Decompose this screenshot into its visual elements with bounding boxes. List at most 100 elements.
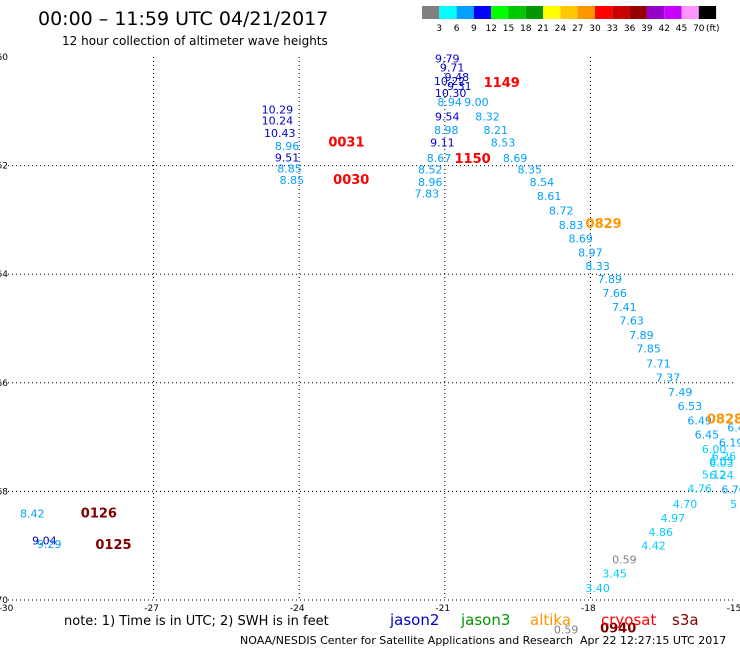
scale-swatch [577,6,595,19]
swh-value-label: 8.83 [559,219,584,232]
swh-value-label: 9.00 [464,96,489,109]
swh-value-label: 7.89 [598,273,623,286]
scale-swatch [664,6,682,19]
swh-value-label: 9.11 [430,137,455,150]
scale-tick-label: 30 [589,24,601,34]
swh-value-label: 9.51 [275,151,300,164]
y-tick-label: -66 [0,379,8,389]
swh-value-label: 5 [730,498,737,511]
scale-tick-label: 36 [624,24,636,34]
scale-swatch [525,6,544,19]
swh-value-label: 8.42 [20,507,45,520]
y-tick-label: -70 [0,596,8,606]
swh-value-label: 7.83 [415,188,440,201]
swh-value-label: 9.54 [435,111,460,124]
swh-value-label: 8.61 [537,190,562,203]
scale-swatch [491,6,509,19]
swh-value-label: 8.32 [475,111,500,124]
y-tick-label: -62 [0,162,8,172]
scale-swatch [560,6,578,19]
swh-value-label: 6.24 [709,469,734,482]
swh-value-label: 9.71 [440,62,465,75]
scale-swatch [595,6,613,19]
swh-value-label: 8.69 [503,152,528,165]
swh-value-label: 7.37 [656,372,681,385]
swh-value-label: 8.33 [585,260,610,273]
scale-tick-label: 12 [485,24,496,34]
swh-value-label: 4.76 [687,482,712,495]
swh-value-label: 4.86 [649,526,674,539]
swh-value-label: 7.63 [619,315,644,328]
swh-value-label: 10.22 [434,75,466,88]
scale-swatch [473,6,492,19]
swh-value-label: 4.70 [673,498,698,511]
swh-value-label: 8.53 [491,137,516,150]
x-tick-label: -18 [581,604,596,614]
time-label: 0125 [95,538,131,553]
scale-tick-label: 9 [471,24,477,34]
scale-tick-label: 42 [658,24,669,34]
swh-value-label: 8.98 [434,124,459,137]
swh-value-label: 9.79 [435,52,460,65]
scale-tick-label: 27 [572,24,583,34]
time-label: 0126 [81,506,117,521]
time-labels: 1149 1150 0031 0030 0829 0828 0126 0125 0940 [81,76,740,637]
swh-value-label: 7.66 [602,287,627,300]
satellite-legend-jason2: jason2 [389,611,439,629]
scale-swatch [629,6,647,19]
swh-value-label: 8.72 [549,204,574,217]
scale-tick-label: 33 [607,24,618,34]
scale-tick-label: 39 [641,24,653,34]
time-label: 0031 [328,136,364,151]
y-tick-label: -60 [0,53,8,63]
scale-swatch [612,6,630,19]
swh-value-label: 8.94 [437,96,462,109]
swh-value-label: 0.59 [612,554,637,567]
swh-value-label: 10.29 [262,103,294,116]
scale-tick-label: 6 [454,24,460,34]
scale-swatch [698,6,717,19]
swh-value-label: 8.67 [427,152,452,165]
swh-value-label: 8.21 [484,124,509,137]
scale-swatch [456,6,474,19]
x-tick-label: -15 [727,604,740,614]
swh-value-label: 6.05 [709,455,734,468]
scale-tick-label: 3 [436,24,442,34]
satellite-legend-s3a: s3a [672,611,699,629]
swh-value-label: 9.31 [447,80,472,93]
swh-value-label: 6.26 [712,450,737,463]
swh-value-label: 7.85 [636,342,661,355]
swh-value-label: 4.97 [661,512,686,525]
scale-swatch [422,6,440,19]
x-tick-label: -30 [0,604,14,614]
satellite-legend-cryosat: cryosat [601,611,656,629]
x-tick-label: -27 [144,604,159,614]
swh-value-label: 3.40 [585,582,610,595]
satellite-legend-jason3: jason3 [460,611,510,629]
satellite-legend-altika: altika [530,611,571,629]
scale-swatch [681,6,699,19]
scale-swatch [543,6,561,19]
scale-swatch [646,6,665,19]
swh-value-label: 8.52 [418,164,443,177]
swh-value-label: 8.35 [517,164,542,177]
time-label: 0828 [707,413,740,428]
swh-value-label: 10.43 [264,127,296,140]
x-tick-label: -21 [435,604,450,614]
swh-value-label: 6.49 [687,415,712,428]
swh-value-label: 0.59 [554,624,579,637]
swh-value-label: 8.97 [578,246,603,259]
swh-value-label: 7.41 [612,301,637,314]
swh-value-label: 8.96 [418,176,443,189]
swh-value-label: 9.04 [32,535,57,548]
swh-value-label: 8.54 [530,176,555,189]
swh-value-label: 8.85 [277,163,302,176]
x-tick-label: -24 [290,604,305,614]
scale-tick-label: 24 [555,24,567,34]
map-grid: -30 -27 -24 -21 -18 -15 -60 -62 -64 -66 -68 -70 [0,53,740,614]
swh-value-label: 6.4 [727,422,740,435]
chart-title: 00:00 – 11:59 UTC 04/21/2017 [38,8,328,30]
swh-value-label: 6.53 [678,400,703,413]
